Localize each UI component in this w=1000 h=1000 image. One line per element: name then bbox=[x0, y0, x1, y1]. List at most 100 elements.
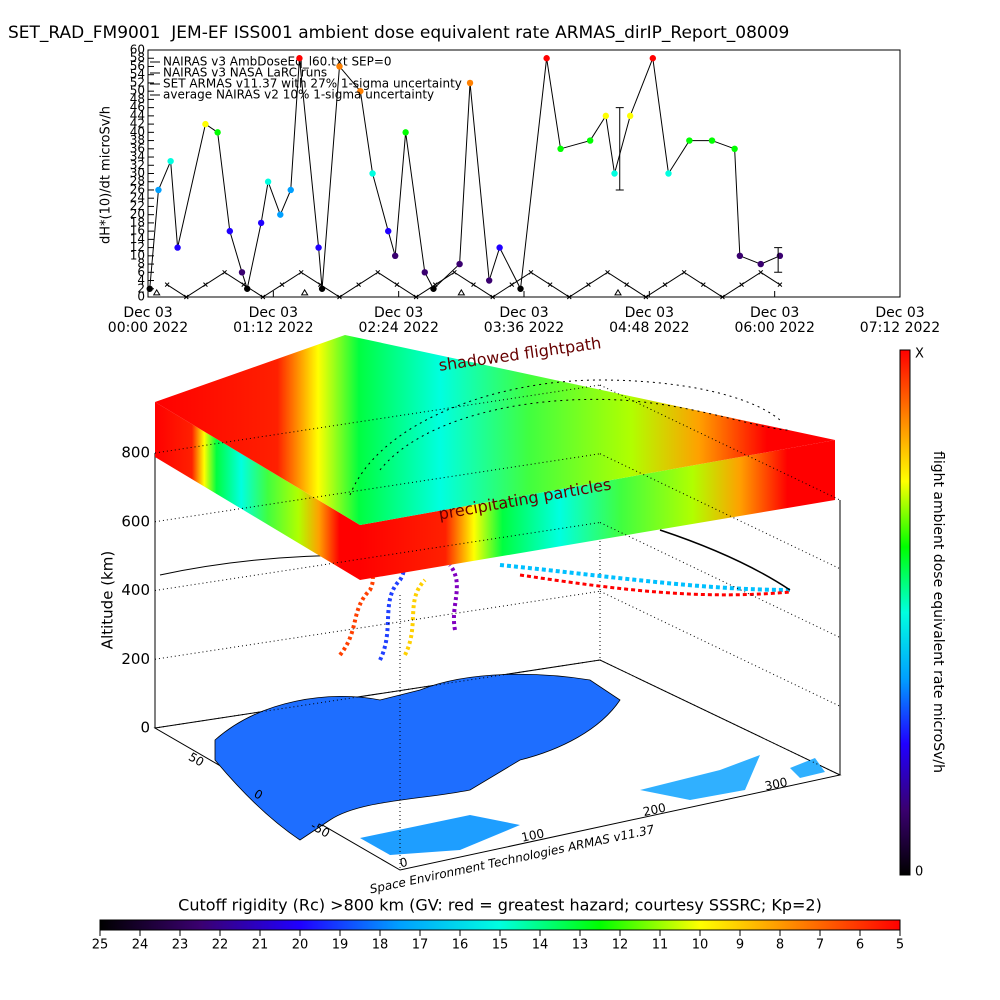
z-tick-label: 600 bbox=[121, 512, 150, 530]
point bbox=[557, 145, 564, 152]
trajectory bbox=[448, 563, 459, 631]
y-tick-label: 48 bbox=[130, 92, 145, 106]
colorbar-tick-label: 13 bbox=[572, 938, 589, 953]
point bbox=[643, 294, 649, 300]
trajectory bbox=[338, 558, 375, 657]
z-tick-label: 400 bbox=[121, 581, 150, 599]
point bbox=[336, 63, 343, 70]
y-tick-label: 52 bbox=[130, 75, 145, 89]
point bbox=[413, 294, 419, 300]
y-tick-label: 42 bbox=[130, 117, 145, 131]
point bbox=[203, 282, 208, 288]
point bbox=[649, 55, 657, 62]
point bbox=[318, 285, 326, 292]
colorbar-tick-label: 24 bbox=[132, 938, 149, 953]
colorbar-tick-label: 16 bbox=[452, 938, 469, 953]
point bbox=[202, 120, 209, 128]
colorbar-tick-label: 11 bbox=[652, 938, 669, 953]
point bbox=[375, 269, 381, 275]
y-tick-label: 46 bbox=[130, 100, 145, 114]
y-tick-label: 14 bbox=[130, 232, 145, 246]
point bbox=[720, 294, 725, 300]
y-tick-label: 10 bbox=[130, 248, 145, 262]
point bbox=[700, 282, 706, 288]
colorbar-tick-label: 21 bbox=[252, 938, 269, 953]
legend-label: NAIRAS v3 AmbDoseEq_l60.txt SEP=0 bbox=[163, 55, 392, 69]
point bbox=[547, 282, 553, 288]
point bbox=[624, 282, 630, 288]
point bbox=[385, 227, 392, 235]
point bbox=[602, 112, 610, 120]
point bbox=[300, 288, 309, 296]
trajectory bbox=[519, 573, 791, 597]
point bbox=[296, 55, 303, 62]
y-tick-label: 0 bbox=[137, 290, 145, 304]
colorbar-tick-label: 20 bbox=[292, 938, 309, 953]
point bbox=[369, 170, 376, 177]
x-tick-label: 0 bbox=[398, 855, 408, 870]
y-tick-label: 16 bbox=[130, 224, 145, 238]
legend-label: average NAIRAS v2 10% 1-sigma uncertaint… bbox=[163, 88, 434, 102]
point bbox=[586, 282, 591, 288]
colorbar-tick-label: 19 bbox=[332, 938, 349, 953]
chart-title: SET_RAD_FM9001 JEM-EF ISS001 ambient dos… bbox=[8, 23, 789, 43]
point bbox=[287, 186, 294, 194]
point bbox=[496, 244, 503, 251]
error-bar bbox=[774, 247, 783, 273]
y-tick-label: 12 bbox=[130, 240, 145, 254]
y-tick-label: 40 bbox=[130, 125, 145, 139]
point bbox=[238, 269, 246, 276]
point bbox=[452, 269, 457, 275]
x-tick-label: 300 bbox=[763, 775, 788, 793]
colorbar-tick-label: 25 bbox=[92, 938, 109, 953]
y-tick-label: 60 bbox=[130, 43, 145, 57]
point bbox=[167, 157, 174, 165]
point bbox=[611, 170, 618, 177]
y-tick-label: 30 bbox=[130, 166, 145, 180]
point bbox=[509, 282, 515, 288]
point bbox=[146, 285, 153, 292]
legend-label: SET ARMAS v11.37 with 27% 1-sigma uncert… bbox=[163, 77, 462, 91]
point bbox=[391, 252, 399, 260]
point bbox=[244, 285, 251, 292]
x-tick-label: Dec 03 01:12 2022 bbox=[233, 305, 314, 336]
colorbar-tick-label: 9 bbox=[736, 938, 744, 953]
point bbox=[155, 186, 162, 194]
point bbox=[566, 294, 572, 300]
point bbox=[681, 269, 687, 275]
point bbox=[356, 282, 361, 288]
trajectory bbox=[499, 563, 791, 592]
point bbox=[485, 277, 493, 284]
point bbox=[152, 288, 161, 296]
x-tick-label: 100 bbox=[520, 826, 545, 844]
colorbar-top-label: X bbox=[915, 347, 924, 362]
point bbox=[174, 244, 181, 251]
y-tick-label: 8 bbox=[137, 257, 145, 271]
colorbar-tick-label: 8 bbox=[776, 938, 784, 953]
z-tick-label: 800 bbox=[121, 444, 150, 462]
point bbox=[402, 129, 409, 136]
land-blob bbox=[790, 758, 825, 778]
point bbox=[528, 269, 534, 275]
point bbox=[471, 282, 476, 288]
x-tick-label: Dec 03 04:48 2022 bbox=[609, 305, 690, 336]
point bbox=[183, 294, 189, 300]
point bbox=[758, 269, 764, 275]
point bbox=[457, 288, 466, 296]
point bbox=[279, 282, 285, 288]
slab-face bbox=[155, 402, 360, 580]
point bbox=[466, 79, 474, 87]
point bbox=[260, 294, 266, 300]
y-tick-label: 6 bbox=[137, 265, 145, 279]
y-tick-label: 20 bbox=[130, 207, 145, 221]
point bbox=[605, 269, 610, 275]
point bbox=[214, 129, 221, 136]
y-tick-label: 34 bbox=[130, 150, 145, 164]
point bbox=[490, 294, 496, 300]
trajectory bbox=[403, 578, 427, 656]
point bbox=[586, 137, 594, 144]
point bbox=[222, 269, 227, 275]
colorbar-label: flight ambient dose equivalent rate micr… bbox=[930, 451, 946, 773]
